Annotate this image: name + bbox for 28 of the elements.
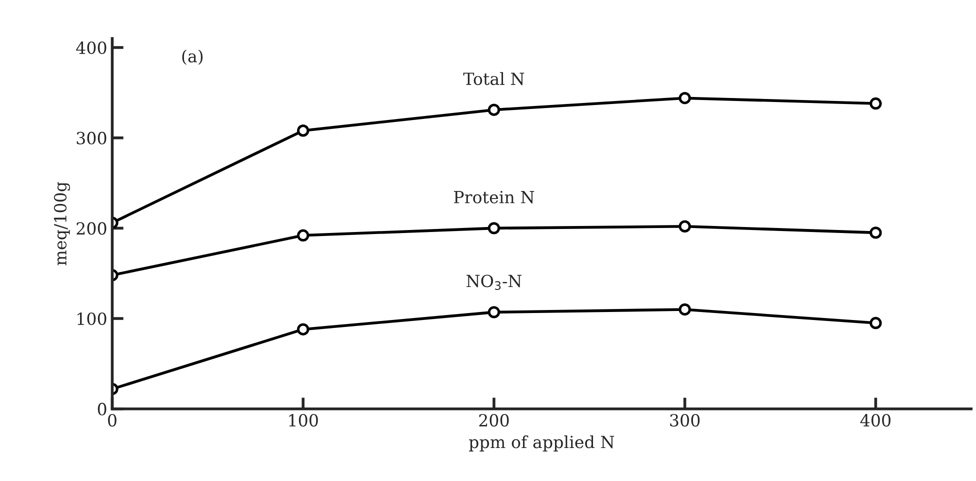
annotation: (a) — [182, 50, 203, 65]
x-tick-label: 200 — [479, 414, 509, 427]
x-tick-label: 400 — [860, 414, 890, 427]
series-label: NO$_{3}$-N — [466, 274, 522, 290]
series-label: Protein N — [454, 190, 534, 204]
x-axis-title: ppm of applied N — [469, 435, 614, 452]
y-tick-label: 100 — [78, 312, 106, 326]
y-tick-label: 0 — [98, 402, 106, 416]
point — [870, 97, 882, 110]
series-label: Total N — [463, 72, 524, 86]
y-tick-label: 300 — [76, 132, 106, 144]
y-tick-label: 200 — [76, 222, 106, 235]
point — [488, 222, 500, 234]
point — [296, 229, 310, 242]
point — [678, 92, 691, 104]
x-tick-label: 0 — [108, 414, 116, 427]
y-tick-label: 400 — [76, 41, 106, 54]
point — [870, 226, 882, 239]
point — [488, 104, 500, 116]
point — [678, 220, 691, 232]
point — [678, 303, 691, 316]
x-tick-label: 100 — [289, 414, 318, 427]
point — [488, 306, 500, 318]
x-tick-label: 300 — [670, 414, 700, 427]
point — [870, 316, 882, 330]
point — [296, 124, 310, 137]
point — [296, 323, 310, 336]
y-axis-title: meq/100g — [54, 182, 70, 266]
